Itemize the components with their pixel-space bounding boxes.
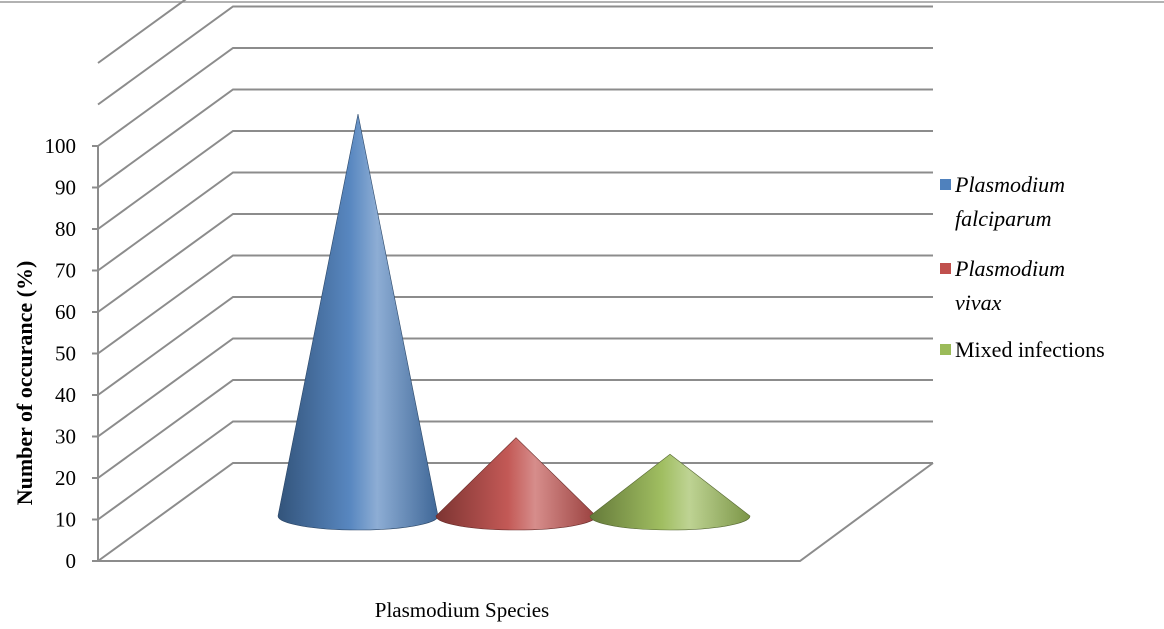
y-axis-ticks: 0 10 20 30 40 50 60 70 80 90 100 — [45, 134, 77, 573]
gridline — [97, 0, 187, 64]
gridline — [97, 337, 933, 438]
y-tick-label: 90 — [55, 176, 76, 200]
cone-body — [589, 453, 751, 531]
gridline — [97, 462, 933, 562]
legend-label: falciparum — [955, 206, 1052, 231]
cone-2 — [435, 437, 597, 531]
legend-label: Plasmodium — [954, 256, 1065, 281]
cone-3 — [589, 453, 751, 531]
y-tick-label: 60 — [55, 300, 76, 324]
cone-body — [277, 113, 439, 531]
cone-1 — [277, 113, 439, 531]
cone-body — [435, 437, 597, 531]
gridline — [97, 296, 933, 396]
legend-label: Plasmodium — [954, 172, 1065, 197]
x-axis-label: Plasmodium Species — [375, 598, 549, 622]
legend-label: vivax — [955, 290, 1002, 315]
floor-outline — [98, 462, 934, 562]
y-tick-label: 20 — [55, 466, 76, 490]
gridline — [97, 254, 933, 355]
legend-entry-1: Plasmodium falciparum — [940, 172, 1065, 231]
legend-entry-3: Mixed infections — [940, 337, 1105, 362]
legend-label: Mixed infections — [955, 337, 1105, 362]
legend-swatch — [940, 344, 951, 355]
gridline — [97, 5, 933, 106]
cone-series — [277, 113, 751, 531]
y-tick-label: 0 — [66, 549, 77, 573]
legend: Plasmodium falciparum Plasmodium vivax Mixed… — [940, 172, 1105, 362]
gridline — [97, 379, 933, 479]
gridline — [97, 213, 933, 313]
gridline — [97, 171, 933, 272]
y-tick-label: 10 — [55, 508, 76, 532]
y-tick-label: 40 — [55, 383, 76, 407]
y-tick-label: 50 — [55, 342, 76, 366]
legend-swatch — [940, 179, 951, 190]
y-tick-label: 30 — [55, 425, 76, 449]
gridline — [97, 47, 933, 147]
y-tick-label: 100 — [45, 134, 77, 158]
y-tick-label: 70 — [55, 259, 76, 283]
legend-entry-2: Plasmodium vivax — [940, 256, 1065, 315]
gridline — [97, 420, 933, 521]
y-axis-label: Number of occurance (%) — [12, 261, 37, 506]
legend-swatch — [940, 263, 951, 274]
y-tick-label: 80 — [55, 217, 76, 241]
grid-lines — [92, 0, 934, 562]
gridline — [97, 88, 933, 189]
gridline — [97, 130, 933, 230]
